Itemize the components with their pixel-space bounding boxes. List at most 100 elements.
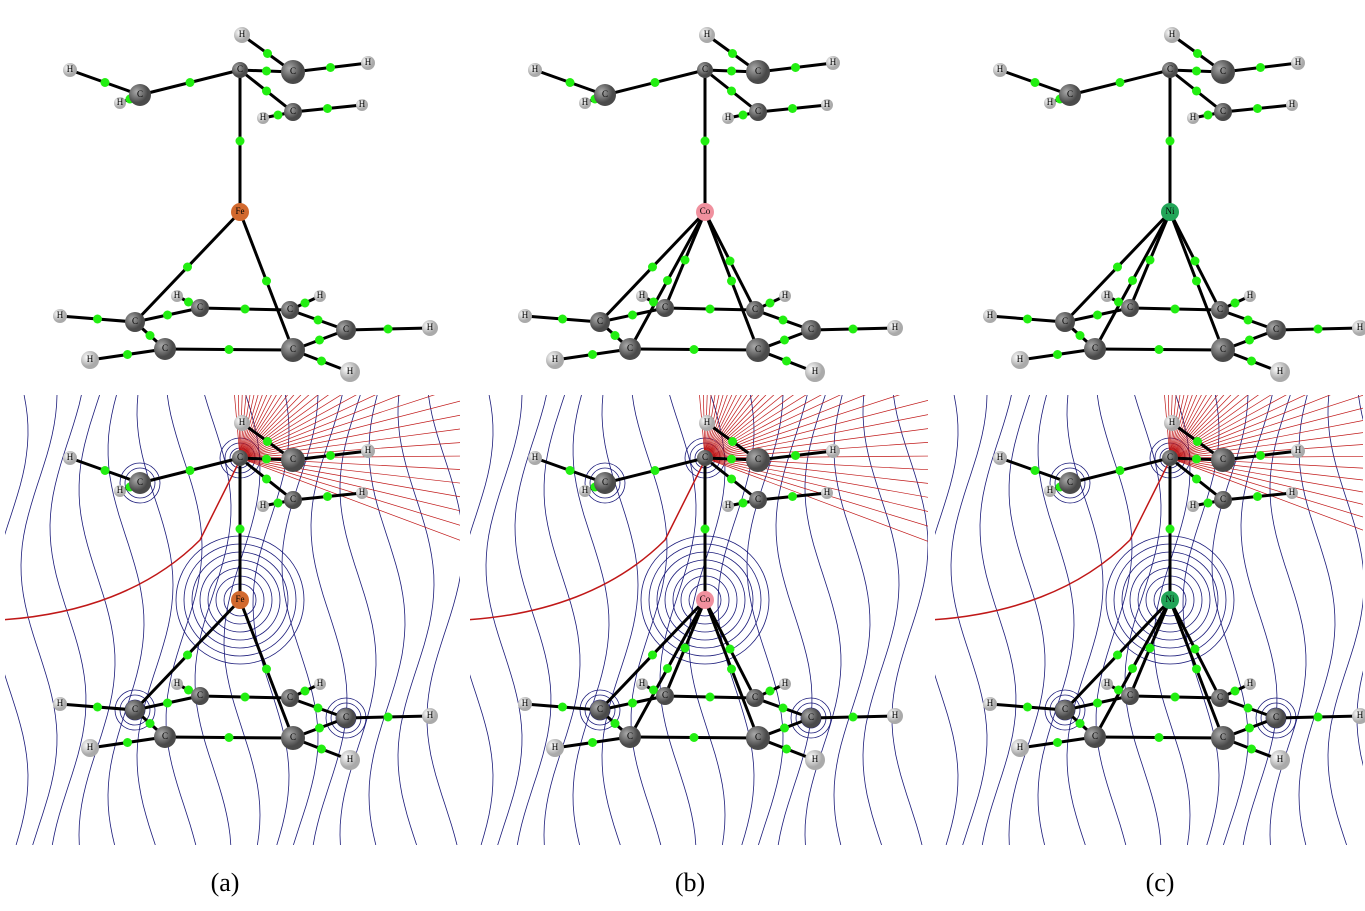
atom-label: H [522,310,529,320]
contour-line [892,395,928,845]
atom-label: H [87,742,94,752]
bond-critical-point [1192,455,1201,464]
gradient-path [1170,139,1201,458]
bond-critical-point [186,78,195,87]
bond-critical-point [317,357,326,366]
bond-critical-point [384,325,393,334]
bond-critical-point [727,665,736,674]
bond-critical-point [780,724,789,733]
atom-label: H [1295,445,1302,455]
atom-label: H [1047,485,1054,495]
atom-label: H [552,742,559,752]
atom-label: H [639,678,646,688]
gradient-path [1170,138,1181,458]
bond-critical-point [1231,299,1240,308]
contour-line [1270,395,1306,845]
bond-critical-point [727,67,736,76]
atom-label: H [117,97,124,107]
gradient-path [677,139,705,458]
bond-critical-point [186,466,195,475]
atom-label: C [702,64,708,74]
gradient-path [1170,142,1220,458]
atom-label: C [290,494,296,504]
bond-critical-point [236,137,245,146]
bond-critical-point [651,466,660,475]
atom-label: H [1190,112,1197,122]
atom-label: C [290,732,296,742]
atom-label: C [662,302,668,312]
atom-label: C [1167,64,1173,74]
atom-label: C [1167,452,1173,462]
atom-label: H [87,354,94,364]
atom-label: C [137,89,143,99]
atom-label: Co [700,594,711,604]
atom-label: C [627,731,633,741]
bond-critical-point [766,299,775,308]
bond-critical-point [262,455,271,464]
panel-label: (c) [1146,868,1175,897]
atom-label: H [347,366,354,376]
bond-critical-point [317,745,326,754]
atom-label: C [237,452,243,462]
contour-plot [922,138,1365,845]
atom-label: C [290,66,296,76]
gradient-path [240,138,251,458]
contour-line [951,395,987,845]
atom-label: H [1169,29,1176,39]
bond-critical-point [241,305,250,314]
contour-line [486,395,522,845]
atom-label: C [1217,692,1223,702]
bond-critical-point [1053,738,1062,747]
contour-line [1357,395,1365,845]
atom-label: C [755,344,761,354]
gradient-path [1142,139,1170,458]
atom-label: H [639,290,646,300]
atom-label: C [137,477,143,487]
bond-critical-point [1247,745,1256,754]
atom-label: H [427,322,434,332]
atom-label: H [1047,97,1054,107]
contour-line [863,395,899,845]
atom-label: H [1104,290,1111,300]
atom-label: C [752,692,758,702]
atom-label: C [808,712,814,722]
atom-label: H [1277,754,1284,764]
bond-critical-point [1245,336,1254,345]
bond-critical-point [663,276,672,285]
atom-label: C [343,712,349,722]
bond-critical-point [726,257,735,266]
bond-critical-point [681,256,690,265]
atom-label: C [1220,494,1226,504]
molecular-graph: CCHHCHHCHHFeCCCCCCHHHHHH [53,27,438,382]
bond-critical-point [101,466,110,475]
atom-label: H [365,445,372,455]
bond-critical-point [1023,703,1032,712]
bond-critical-point [1192,87,1201,96]
atom-label: H [987,698,994,708]
atom-label: H [1104,678,1111,688]
bond-critical-point [648,263,657,272]
atom-label: C [1220,732,1226,742]
atom-label: H [725,112,732,122]
atom-label: C [1273,324,1279,334]
atom-label: Ni [1166,594,1175,604]
bond-critical-point [1113,263,1122,272]
panel: CCHHCHHCHHCoCCCCCCHHHHHHCCHHCHHCHHCoCCCC… [457,27,1025,897]
atom-label: H [522,698,529,708]
atom-label: H [704,417,711,427]
contour-line [805,395,841,845]
molecular-graph: CCHHCHHCHHFeCCCCCCHHHHHH [53,415,438,770]
bond-critical-point [706,305,715,314]
atom-label: C [1092,343,1098,353]
atom-label: H [1247,290,1254,300]
atom-label: C [1092,731,1098,741]
atom-label: C [287,304,293,314]
bond-critical-point [1191,257,1200,266]
atom-label: C [755,732,761,742]
atom-label: H [1017,742,1024,752]
atom-label: C [1220,66,1226,76]
atom-label: C [597,704,603,714]
bond-critical-point [727,475,736,484]
gradient-path [705,359,1009,458]
gradient-path [240,359,544,458]
